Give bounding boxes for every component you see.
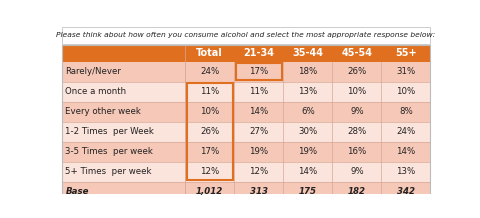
Text: 21-34: 21-34 xyxy=(243,48,274,58)
Text: 10%: 10% xyxy=(200,107,219,116)
Text: 27%: 27% xyxy=(249,127,268,136)
Text: 28%: 28% xyxy=(347,127,366,136)
Bar xyxy=(382,61,431,82)
Text: 31%: 31% xyxy=(396,67,416,76)
Bar xyxy=(234,142,283,162)
Text: 14%: 14% xyxy=(396,147,416,156)
Bar xyxy=(382,122,431,142)
Bar xyxy=(283,102,332,122)
Bar xyxy=(382,162,431,182)
Bar xyxy=(187,83,233,180)
Bar xyxy=(234,61,283,82)
Text: 12%: 12% xyxy=(200,167,219,176)
Bar xyxy=(61,122,185,142)
Bar xyxy=(332,142,382,162)
Text: 45-54: 45-54 xyxy=(341,48,372,58)
Bar xyxy=(61,27,431,44)
Bar xyxy=(61,61,185,82)
Bar xyxy=(283,122,332,142)
Text: 9%: 9% xyxy=(350,167,364,176)
Text: Once a month: Once a month xyxy=(65,87,127,96)
Bar xyxy=(382,142,431,162)
Text: 342: 342 xyxy=(397,187,415,196)
Bar xyxy=(185,142,234,162)
Bar xyxy=(234,122,283,142)
Text: 5+ Times  per week: 5+ Times per week xyxy=(65,167,152,176)
Text: 17%: 17% xyxy=(249,67,268,76)
Text: 19%: 19% xyxy=(298,147,317,156)
Text: 55+: 55+ xyxy=(395,48,417,58)
Bar xyxy=(332,102,382,122)
Text: 6%: 6% xyxy=(301,107,315,116)
Text: 8%: 8% xyxy=(399,107,413,116)
Bar xyxy=(234,82,283,102)
Bar xyxy=(185,45,234,61)
Bar xyxy=(185,102,234,122)
Bar xyxy=(61,182,185,202)
Bar xyxy=(283,182,332,202)
Bar xyxy=(234,102,283,122)
Bar xyxy=(382,102,431,122)
Bar xyxy=(185,182,234,202)
Bar xyxy=(382,45,431,61)
Text: Total: Total xyxy=(196,48,223,58)
Bar xyxy=(332,61,382,82)
Bar xyxy=(185,122,234,142)
Bar xyxy=(283,162,332,182)
Text: 1,012: 1,012 xyxy=(196,187,223,196)
Bar xyxy=(283,61,332,82)
Bar xyxy=(332,82,382,102)
Bar xyxy=(61,142,185,162)
Bar xyxy=(234,45,283,61)
Text: 1-2 Times  per Week: 1-2 Times per Week xyxy=(65,127,154,136)
Text: Rarely/Never: Rarely/Never xyxy=(65,67,121,76)
Text: 17%: 17% xyxy=(200,147,219,156)
Bar xyxy=(382,182,431,202)
Text: 13%: 13% xyxy=(298,87,317,96)
Text: 175: 175 xyxy=(299,187,317,196)
Bar xyxy=(236,63,282,80)
Bar xyxy=(283,142,332,162)
Text: 13%: 13% xyxy=(396,167,416,176)
Text: 9%: 9% xyxy=(350,107,364,116)
Bar xyxy=(185,82,234,102)
Text: 11%: 11% xyxy=(200,87,219,96)
Text: 11%: 11% xyxy=(249,87,268,96)
Text: 24%: 24% xyxy=(396,127,416,136)
Text: 10%: 10% xyxy=(396,87,416,96)
Bar xyxy=(332,45,382,61)
Text: 26%: 26% xyxy=(200,127,219,136)
Text: 30%: 30% xyxy=(298,127,317,136)
Bar xyxy=(185,162,234,182)
Text: Base: Base xyxy=(65,187,89,196)
Text: 10%: 10% xyxy=(347,87,366,96)
Bar xyxy=(332,162,382,182)
Bar xyxy=(332,122,382,142)
Text: 19%: 19% xyxy=(249,147,268,156)
Bar xyxy=(61,82,185,102)
Text: Every other week: Every other week xyxy=(65,107,141,116)
Bar xyxy=(61,45,185,61)
Text: 18%: 18% xyxy=(298,67,317,76)
Text: Please think about how often you consume alcohol and select the most appropriate: Please think about how often you consume… xyxy=(57,32,435,38)
Text: 26%: 26% xyxy=(347,67,366,76)
Text: 14%: 14% xyxy=(249,107,268,116)
Text: 16%: 16% xyxy=(347,147,366,156)
Bar xyxy=(61,162,185,182)
Text: 313: 313 xyxy=(250,187,268,196)
Text: 12%: 12% xyxy=(249,167,268,176)
Text: 24%: 24% xyxy=(200,67,219,76)
Bar xyxy=(283,45,332,61)
Bar xyxy=(332,182,382,202)
Bar xyxy=(234,182,283,202)
Text: 182: 182 xyxy=(348,187,366,196)
Bar xyxy=(234,162,283,182)
Text: 35-44: 35-44 xyxy=(292,48,324,58)
Bar xyxy=(283,82,332,102)
Bar xyxy=(61,102,185,122)
Bar xyxy=(185,61,234,82)
Text: 14%: 14% xyxy=(298,167,317,176)
Text: 3-5 Times  per week: 3-5 Times per week xyxy=(65,147,153,156)
Bar xyxy=(382,82,431,102)
